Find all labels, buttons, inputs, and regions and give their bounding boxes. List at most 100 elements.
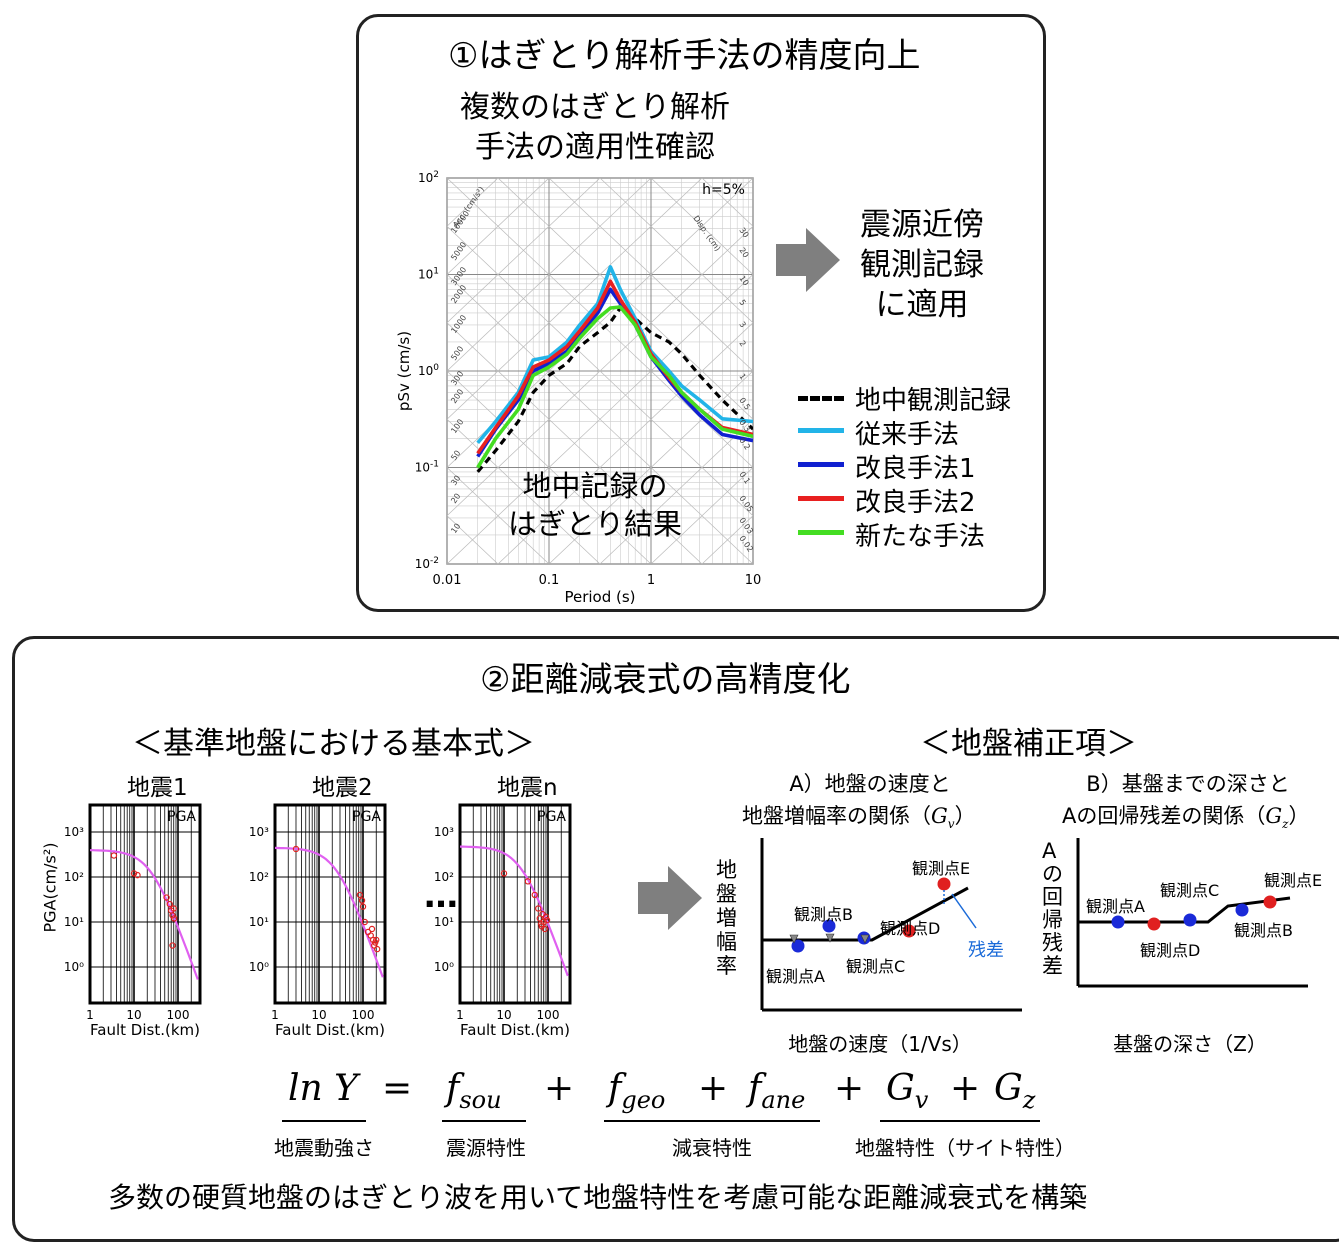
eq-geo: geo: [621, 1086, 666, 1115]
A-xlabel: 地盤の速度（1/Vs）: [788, 1032, 972, 1056]
disp-line: [599, 178, 753, 324]
B-regression-line: [1078, 896, 1291, 924]
B-station-label: 観測点D: [1140, 941, 1200, 960]
disp-line: [650, 178, 753, 275]
pga-data-point: [542, 913, 550, 921]
disp-tick-label: 2: [737, 339, 747, 348]
pga-data-point: [500, 870, 508, 877]
B-station-point: [1111, 915, 1125, 929]
A-station-label: 観測点C: [846, 957, 905, 976]
pga-data-point: [372, 939, 379, 946]
x-tick-label: 0.1: [539, 573, 560, 588]
pga-y-tick: 10²: [434, 870, 454, 884]
legend-label-1: 従来手法: [855, 420, 960, 450]
y-axis-label: pSv (cm/s): [395, 331, 413, 411]
A-residual-label: 残差: [968, 940, 1004, 961]
B-chart: 観測点A 観測点C 観測点D 観測点B 観測点E: [1076, 838, 1322, 988]
pga-data-point: [536, 915, 543, 922]
pga-x-tick: 1: [271, 1008, 279, 1022]
acc-line: [447, 178, 448, 179]
left-heading: ＜基準地盤における基本式＞: [132, 726, 535, 762]
disp-tick-label: 3: [737, 320, 747, 329]
disp-tick-label: 1: [737, 372, 747, 381]
pga-data-point: [535, 905, 542, 912]
eq-lhs: ln Y: [288, 1068, 358, 1109]
pga-regression-curve: [90, 849, 199, 980]
pga-data-point: [531, 891, 538, 899]
A-station-label: 観測点B: [794, 905, 853, 924]
x-tick-label: 1: [647, 573, 655, 588]
pga-x-tick: 10: [126, 1008, 141, 1022]
eq-fgeo: fgeo: [608, 1068, 665, 1114]
label-lhs: 地震動強さ: [274, 1136, 374, 1160]
A-title-line-2: 地盤増幅率の関係（Gv）: [742, 800, 976, 831]
underline-lhs: [282, 1120, 366, 1122]
pga-plot-area: [273, 803, 387, 1005]
legend-swatch-3: [798, 496, 844, 501]
A-station-label: 観測点D: [880, 919, 940, 938]
label-att: 減衰特性: [672, 1136, 752, 1160]
eq-v: v: [914, 1086, 929, 1115]
apply-text-1: 震源近傍: [860, 207, 984, 243]
series-line-0: [476, 306, 753, 473]
eq-plus-1: +: [544, 1068, 575, 1109]
eq-G-v: G: [886, 1068, 915, 1109]
quake-title-2: 地震2: [312, 775, 373, 801]
eq-fsou: fsou: [446, 1068, 502, 1114]
pga-y-tick: 10⁰: [64, 960, 84, 974]
inner-text-line-1: 地中記録の: [522, 469, 667, 503]
B-station-label: 観測点A: [1086, 897, 1145, 916]
pga-x-tick: 1: [86, 1008, 94, 1022]
pga-data-point: [356, 891, 364, 899]
psv-chart: 0.01 0.1 1 10 10-2 10-1 100 101 102 Period (s) pSv…: [395, 170, 761, 606]
A-station-point: [937, 877, 951, 891]
pga-data-point: [110, 852, 118, 859]
A-triangle-marker: [860, 934, 870, 944]
B-station-label: 観測点B: [1234, 921, 1293, 940]
disp-tick-label: 5: [737, 298, 747, 307]
pga-x-tick: 1: [456, 1008, 464, 1022]
eq-plus-3: +: [834, 1068, 865, 1109]
pga-y-tick: 10¹: [434, 915, 454, 929]
panel-2: [12, 636, 1339, 1242]
bottom-summary: 多数の硬質地盤のはぎとり波を用いて地盤特性を考慮可能な距離減衰式を構築: [108, 1181, 1088, 1214]
apply-text-3: に適用: [875, 287, 969, 323]
y-tick-label: 10-1: [415, 460, 439, 475]
underline-att: [604, 1120, 820, 1122]
B-station-label: 観測点C: [1160, 881, 1219, 900]
acc-line: [447, 178, 601, 324]
pga-data-point: [538, 923, 545, 930]
series-line-1: [476, 265, 753, 445]
disp-line: [752, 178, 753, 179]
pga-data-point: [134, 871, 141, 879]
B-station-point: [1263, 895, 1277, 909]
B-station-label: 観測点E: [1264, 871, 1322, 890]
h-annotation: h=5%: [702, 182, 745, 198]
eq-f-ane: f: [748, 1068, 762, 1109]
eq-Gz: Gz: [994, 1068, 1035, 1114]
subtitle-line-2: 手法の適用性確認: [475, 130, 715, 165]
pga-plot-area: [88, 803, 202, 1005]
legend-swatch-4: [798, 530, 844, 535]
eq-Gv: Gv: [886, 1068, 928, 1114]
B-title-line-1: B）基盤までの深さと: [1086, 772, 1290, 796]
diagonal-grid: [447, 178, 753, 564]
pga-y-tick: 10³: [64, 825, 84, 839]
pga-y-tick: 10¹: [249, 915, 269, 929]
pga-y-tick: 10⁰: [249, 960, 269, 974]
pga-data-point: [359, 903, 367, 910]
pga-data-point: [166, 900, 173, 908]
eq-plus-4: +: [950, 1068, 981, 1109]
y-tick-label: 101: [418, 267, 439, 282]
pga-y-tick: 10³: [249, 825, 269, 839]
eq-f-geo: f: [608, 1068, 622, 1109]
pga-data-point: [358, 897, 366, 904]
pga-label: PGA: [167, 809, 196, 825]
legend-label-0: 地中観測記録: [855, 386, 1012, 416]
panel-1-title: ①はぎとり解析手法の精度向上: [448, 36, 921, 76]
pga-label: PGA: [537, 809, 566, 825]
B-title-line-2: Aの回帰残差の関係（Gz）: [1062, 800, 1309, 831]
underline-sou: [442, 1120, 526, 1122]
